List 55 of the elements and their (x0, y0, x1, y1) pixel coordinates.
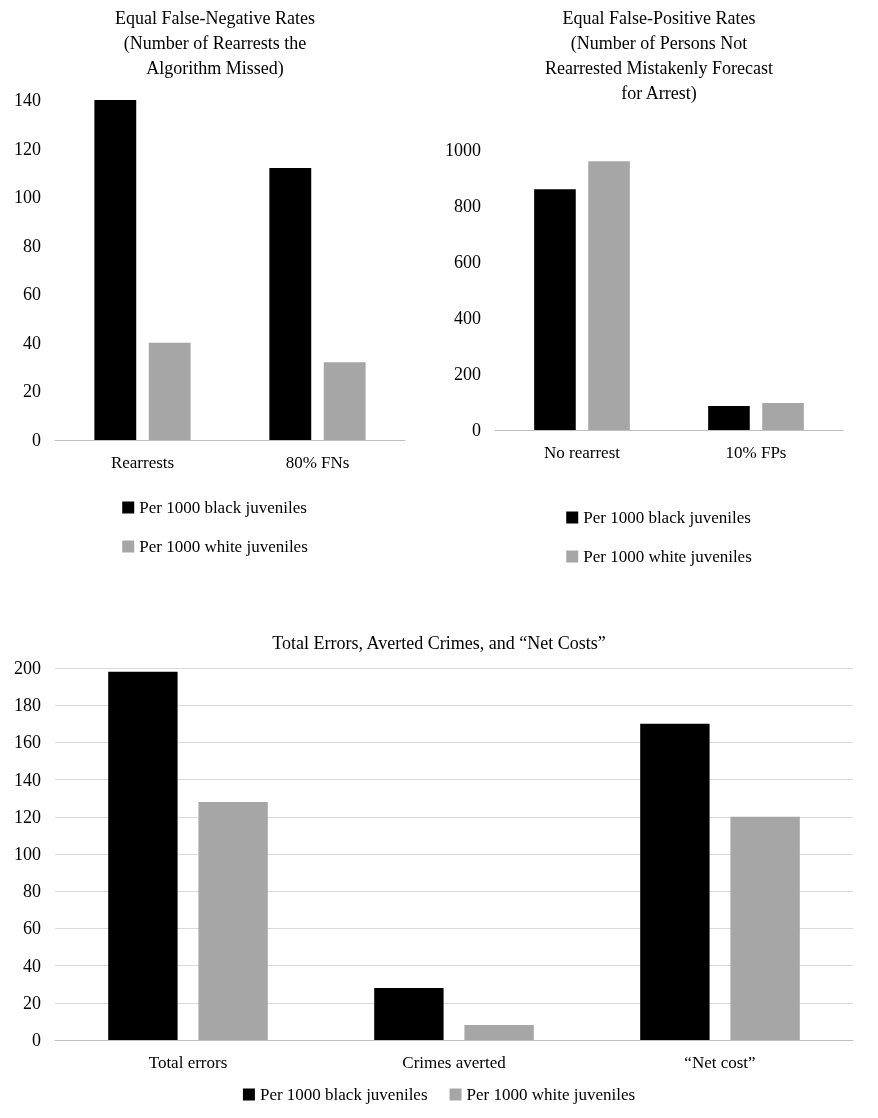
legend-label: Per 1000 white juveniles (139, 537, 308, 556)
legend-label: Per 1000 black juveniles (583, 508, 751, 527)
legend-label: Per 1000 black juveniles (139, 498, 307, 517)
y-tick-label: 140 (14, 769, 41, 790)
x-tick-label: 10% FPs (725, 443, 787, 462)
y-tick-label: 0 (32, 430, 41, 450)
y-tick-label: 60 (23, 284, 41, 305)
y-tick-label: 0 (32, 1030, 41, 1050)
y-tick-label: 80 (23, 235, 41, 256)
y-tick-label: 200 (454, 364, 481, 384)
y-tick-label: 1000 (445, 140, 481, 160)
bar (762, 403, 804, 430)
bar (708, 405, 750, 430)
bar (464, 1025, 534, 1040)
chart-title: Equal False-Positive Rates (Number of Persons Not Rearrested Mistakenly Forecast for Arrest) (545, 7, 773, 104)
chart-title: Equal False-Negative Rates (Number of Rearrests the Algorithm Missed) (115, 7, 315, 79)
bar (374, 987, 444, 1040)
y-tick-label: 80 (23, 881, 41, 902)
y-tick-label: 120 (14, 138, 41, 159)
y-tick-label: 100 (14, 187, 41, 208)
y-tick-label: 200 (14, 658, 41, 678)
bar (94, 100, 137, 440)
bar (323, 362, 366, 440)
y-tick-label: 60 (23, 918, 41, 939)
bar (148, 342, 191, 440)
y-tick-label: 160 (14, 732, 41, 753)
y-tick-label: 800 (454, 196, 481, 216)
x-tick-label: Rearrests (110, 453, 175, 472)
y-tick-label: 400 (454, 308, 481, 328)
bar (534, 189, 576, 430)
y-tick-label: 140 (14, 90, 41, 110)
y-tick-label: 120 (14, 806, 41, 827)
x-tick-label: Total errors (148, 1053, 228, 1072)
bar (108, 671, 178, 1040)
bar (269, 168, 312, 440)
y-tick-label: 40 (23, 332, 41, 353)
x-tick-label: No rearrest (544, 443, 621, 462)
x-tick-label: Crimes averted (402, 1053, 507, 1072)
bar (730, 816, 800, 1040)
legend-label: Per 1000 black juveniles (259, 1085, 428, 1104)
x-tick-label: 80% FNs (285, 453, 350, 472)
y-tick-label: 600 (454, 252, 481, 272)
y-tick-label: 20 (23, 992, 41, 1013)
x-tick-label: “Net cost” (684, 1053, 756, 1072)
y-tick-label: 100 (14, 844, 41, 864)
bar (198, 801, 268, 1040)
bar (640, 723, 710, 1040)
y-tick-label: 20 (23, 381, 41, 402)
y-tick-label: 0 (472, 420, 481, 440)
legend-label: Per 1000 white juveniles (466, 1085, 636, 1104)
bar (588, 161, 630, 430)
chart-title: Total Errors, Averted Crimes, and “Net Costs” (272, 632, 606, 653)
y-tick-label: 40 (23, 955, 41, 976)
y-tick-label: 180 (14, 695, 41, 716)
legend-label: Per 1000 white juveniles (583, 547, 752, 566)
